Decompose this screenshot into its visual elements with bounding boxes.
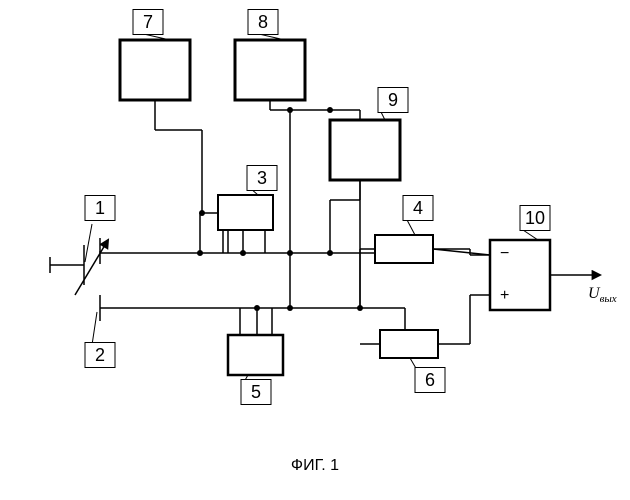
block-label: 7 (143, 12, 153, 32)
block-label: 6 (425, 370, 435, 390)
block-label: 10 (525, 208, 545, 228)
figure-caption: ФИГ. 1 (291, 457, 339, 474)
block-label: 5 (251, 382, 261, 402)
block-label: 8 (258, 12, 268, 32)
circuit-diagram: − +1 2 3 4 5 6 7 8 9 10 Uвых ФИГ. 1 (0, 0, 630, 500)
block-label: 9 (388, 90, 398, 110)
block-label: 4 (413, 198, 423, 218)
svg-text:+: + (500, 287, 509, 304)
block-label: 3 (257, 168, 267, 188)
svg-text:−: − (500, 245, 509, 262)
block-label: 2 (95, 345, 105, 365)
output-label: Uвых (588, 285, 617, 305)
block-label: 1 (95, 198, 105, 218)
